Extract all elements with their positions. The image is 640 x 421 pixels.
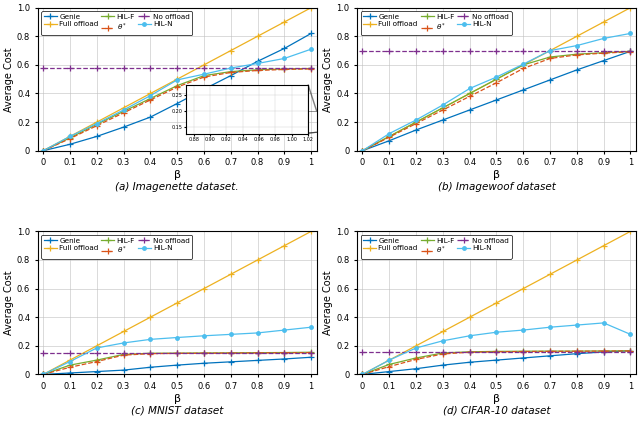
X-axis label: β: β: [173, 170, 180, 180]
Text: (b) Imagewoof dataset: (b) Imagewoof dataset: [438, 182, 556, 192]
Y-axis label: Average Cost: Average Cost: [323, 47, 333, 112]
Y-axis label: Average Cost: Average Cost: [4, 271, 14, 335]
Legend: Genie, Full offload, HIL-F, $\theta^*$, No offload, HIL-N: Genie, Full offload, HIL-F, $\theta^*$, …: [42, 235, 192, 259]
Text: (c) MNIST dataset: (c) MNIST dataset: [131, 406, 223, 416]
Legend: Genie, Full offload, HIL-F, $\theta^*$, No offload, HIL-N: Genie, Full offload, HIL-F, $\theta^*$, …: [361, 11, 511, 35]
Legend: Genie, Full offload, HIL-F, $\theta^*$, No offload, HIL-N: Genie, Full offload, HIL-F, $\theta^*$, …: [361, 235, 511, 259]
X-axis label: β: β: [173, 394, 180, 404]
Legend: Genie, Full offload, HIL-F, $\theta^*$, No offload, HIL-N: Genie, Full offload, HIL-F, $\theta^*$, …: [42, 11, 192, 35]
Text: (d) CIFAR-10 dataset: (d) CIFAR-10 dataset: [443, 406, 550, 416]
X-axis label: β: β: [493, 394, 500, 404]
Y-axis label: Average Cost: Average Cost: [4, 47, 14, 112]
Y-axis label: Average Cost: Average Cost: [323, 271, 333, 335]
Bar: [276, 111, 317, 132]
X-axis label: β: β: [493, 170, 500, 180]
Text: (a) Imagenette dataset.: (a) Imagenette dataset.: [115, 182, 239, 192]
